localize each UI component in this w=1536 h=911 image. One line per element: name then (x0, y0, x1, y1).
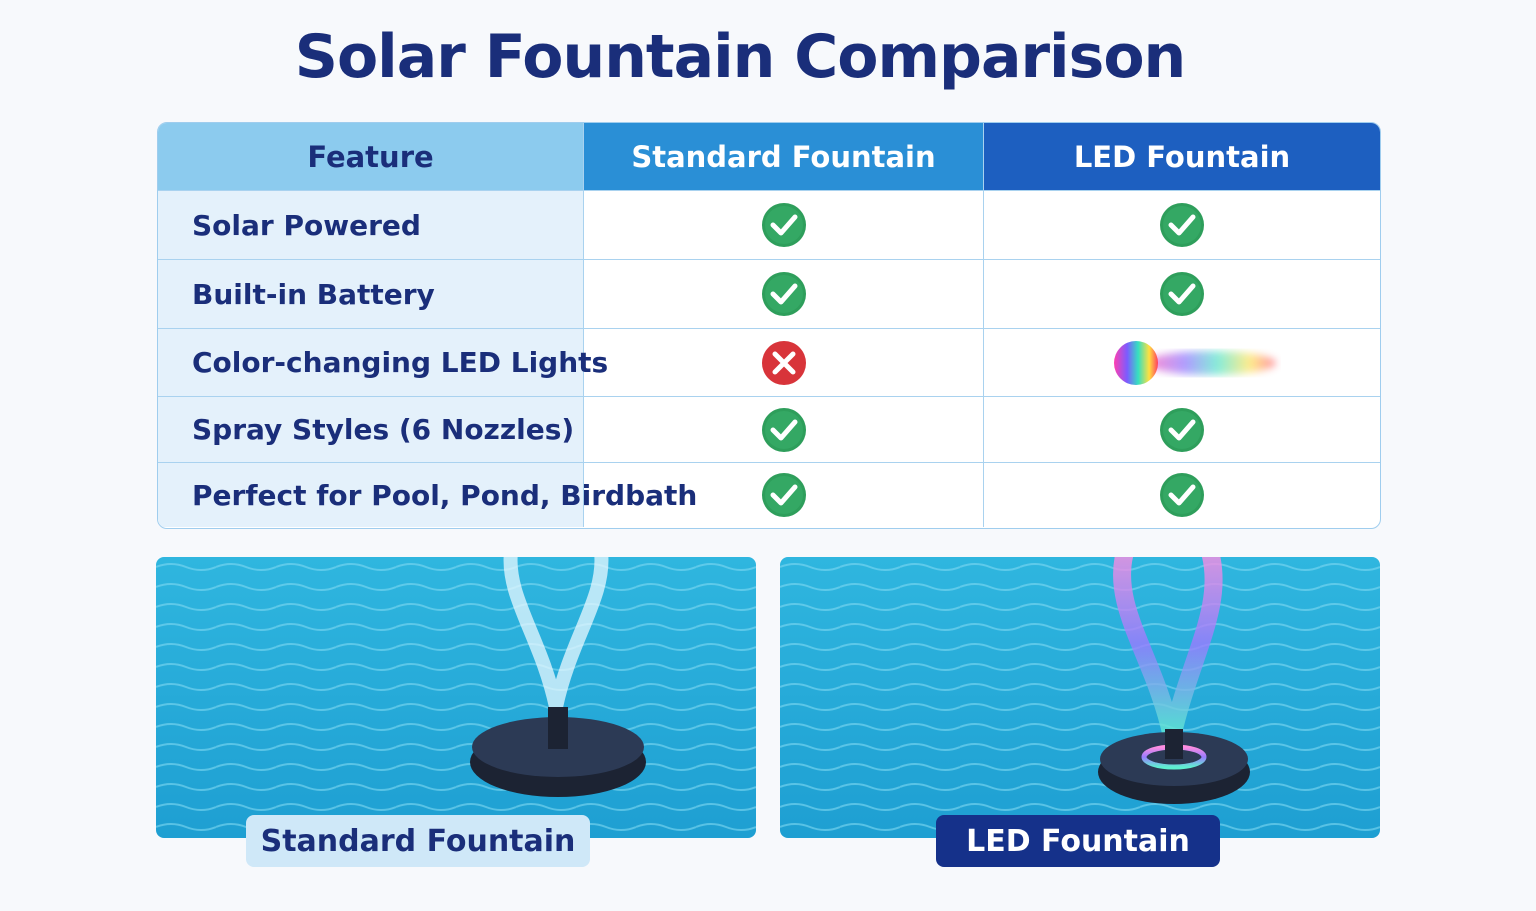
check-icon (761, 407, 807, 453)
status-cell (984, 191, 1380, 259)
standard-fountain-illustration (156, 557, 756, 838)
status-cell (584, 463, 984, 527)
image-caption: LED Fountain (936, 815, 1220, 867)
status-cell (584, 260, 984, 328)
column-header: Feature (158, 123, 584, 190)
table-row: Built-in Battery (158, 259, 1380, 328)
table-row: Color-changing LED Lights (158, 328, 1380, 396)
standard-fountain-image (156, 557, 756, 838)
status-cell (984, 329, 1380, 396)
feature-name: Perfect for Pool, Pond, Birdbath (158, 463, 697, 527)
check-icon (761, 202, 807, 248)
status-cell (984, 463, 1380, 527)
column-header: Standard Fountain (584, 123, 984, 190)
led-fountain-illustration (780, 557, 1380, 838)
feature-name: Spray Styles (6 Nozzles) (158, 397, 584, 462)
cross-icon (761, 340, 807, 386)
check-icon (761, 472, 807, 518)
check-icon (1159, 202, 1205, 248)
image-caption: Standard Fountain (246, 815, 590, 867)
feature-name: Solar Powered (158, 191, 584, 259)
column-header: LED Fountain (984, 123, 1380, 190)
check-icon (761, 271, 807, 317)
status-cell (584, 329, 984, 396)
check-icon (1159, 407, 1205, 453)
page-title: Solar Fountain Comparison (294, 22, 1187, 92)
feature-name: Built-in Battery (158, 260, 584, 328)
table-row: Spray Styles (6 Nozzles) (158, 396, 1380, 462)
status-cell (584, 397, 984, 462)
status-cell (984, 397, 1380, 462)
check-icon (1159, 472, 1205, 518)
status-cell (584, 191, 984, 259)
status-cell (984, 260, 1380, 328)
feature-name: Color-changing LED Lights (158, 329, 608, 396)
table-row: Solar Powered (158, 190, 1380, 259)
table-row: Perfect for Pool, Pond, Birdbath (158, 462, 1380, 527)
led-icon (1111, 340, 1281, 386)
comparison-table: Feature Standard Fountain LED Fountain Sola… (157, 122, 1381, 529)
header-row: Feature Standard Fountain LED Fountain (158, 123, 1380, 190)
led-fountain-image (780, 557, 1380, 838)
check-icon (1159, 271, 1205, 317)
